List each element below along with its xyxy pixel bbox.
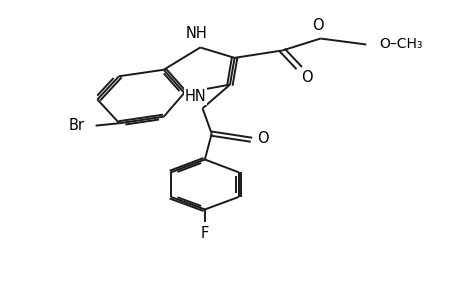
Text: Br: Br (68, 118, 84, 133)
Text: HN: HN (184, 89, 206, 104)
Text: O: O (312, 18, 323, 33)
Text: O: O (257, 130, 269, 146)
Text: NH: NH (185, 26, 207, 41)
Text: O–CH₃: O–CH₃ (378, 38, 422, 52)
Text: F: F (200, 226, 208, 241)
Text: O: O (300, 70, 312, 85)
